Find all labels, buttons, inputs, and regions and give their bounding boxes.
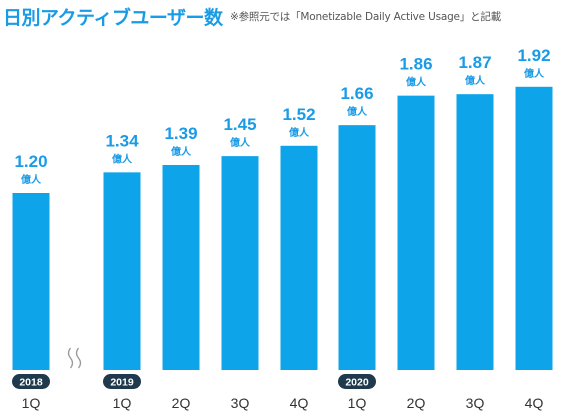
bar-unit-label: 億人 xyxy=(171,145,192,158)
x-tick-label: 3Q xyxy=(466,395,485,411)
year-badge xyxy=(103,374,141,389)
bar-unit-label: 億人 xyxy=(347,105,368,118)
x-tick-label: 4Q xyxy=(290,395,309,411)
year-badge xyxy=(12,374,50,389)
bar xyxy=(221,156,259,370)
x-tick-label: 4Q xyxy=(525,395,544,411)
bar-unit-label: 億人 xyxy=(230,136,251,149)
bar xyxy=(397,95,435,371)
bar xyxy=(338,125,376,371)
axis-break-mark xyxy=(67,347,74,369)
bar-value-label: 1.52 xyxy=(282,105,315,124)
bar xyxy=(456,94,494,371)
year-badge-label: 2018 xyxy=(19,377,43,389)
bar-value-label: 1.87 xyxy=(458,53,491,72)
bar-value-label: 1.66 xyxy=(340,84,373,103)
bar xyxy=(103,172,141,370)
axis-break-mark xyxy=(75,347,82,369)
bar-value-label: 1.39 xyxy=(164,124,197,143)
bar-unit-label: 億人 xyxy=(112,152,133,165)
bar-value-label: 1.45 xyxy=(223,115,256,134)
chart-title: 日別アクティブユーザー数 xyxy=(3,7,223,29)
bar-value-label: 1.92 xyxy=(517,46,550,65)
bar-value-label: 1.86 xyxy=(399,55,432,74)
source-note: ※参照元では「Monetizable Daily Active Usage」と記… xyxy=(230,11,501,23)
bar-unit-label: 億人 xyxy=(524,67,545,80)
bar xyxy=(280,145,318,370)
bar xyxy=(162,164,200,370)
bar-value-label: 1.20 xyxy=(14,152,47,171)
x-tick-label: 1Q xyxy=(22,395,41,411)
bar xyxy=(515,86,553,371)
x-tick-label: 2Q xyxy=(172,395,191,411)
bar xyxy=(12,193,50,370)
bar-unit-label: 億人 xyxy=(465,74,486,87)
bar-unit-label: 億人 xyxy=(21,173,42,186)
bar-value-label: 1.34 xyxy=(105,131,139,150)
x-tick-label: 2Q xyxy=(407,395,426,411)
bar-unit-label: 億人 xyxy=(289,126,310,139)
bar-unit-label: 億人 xyxy=(406,76,427,89)
year-badge-label: 2020 xyxy=(345,377,369,389)
x-tick-label: 1Q xyxy=(348,395,367,411)
year-badge xyxy=(338,374,376,389)
year-badge-label: 2019 xyxy=(110,377,134,389)
x-tick-label: 3Q xyxy=(231,395,250,411)
x-tick-label: 1Q xyxy=(113,395,132,411)
